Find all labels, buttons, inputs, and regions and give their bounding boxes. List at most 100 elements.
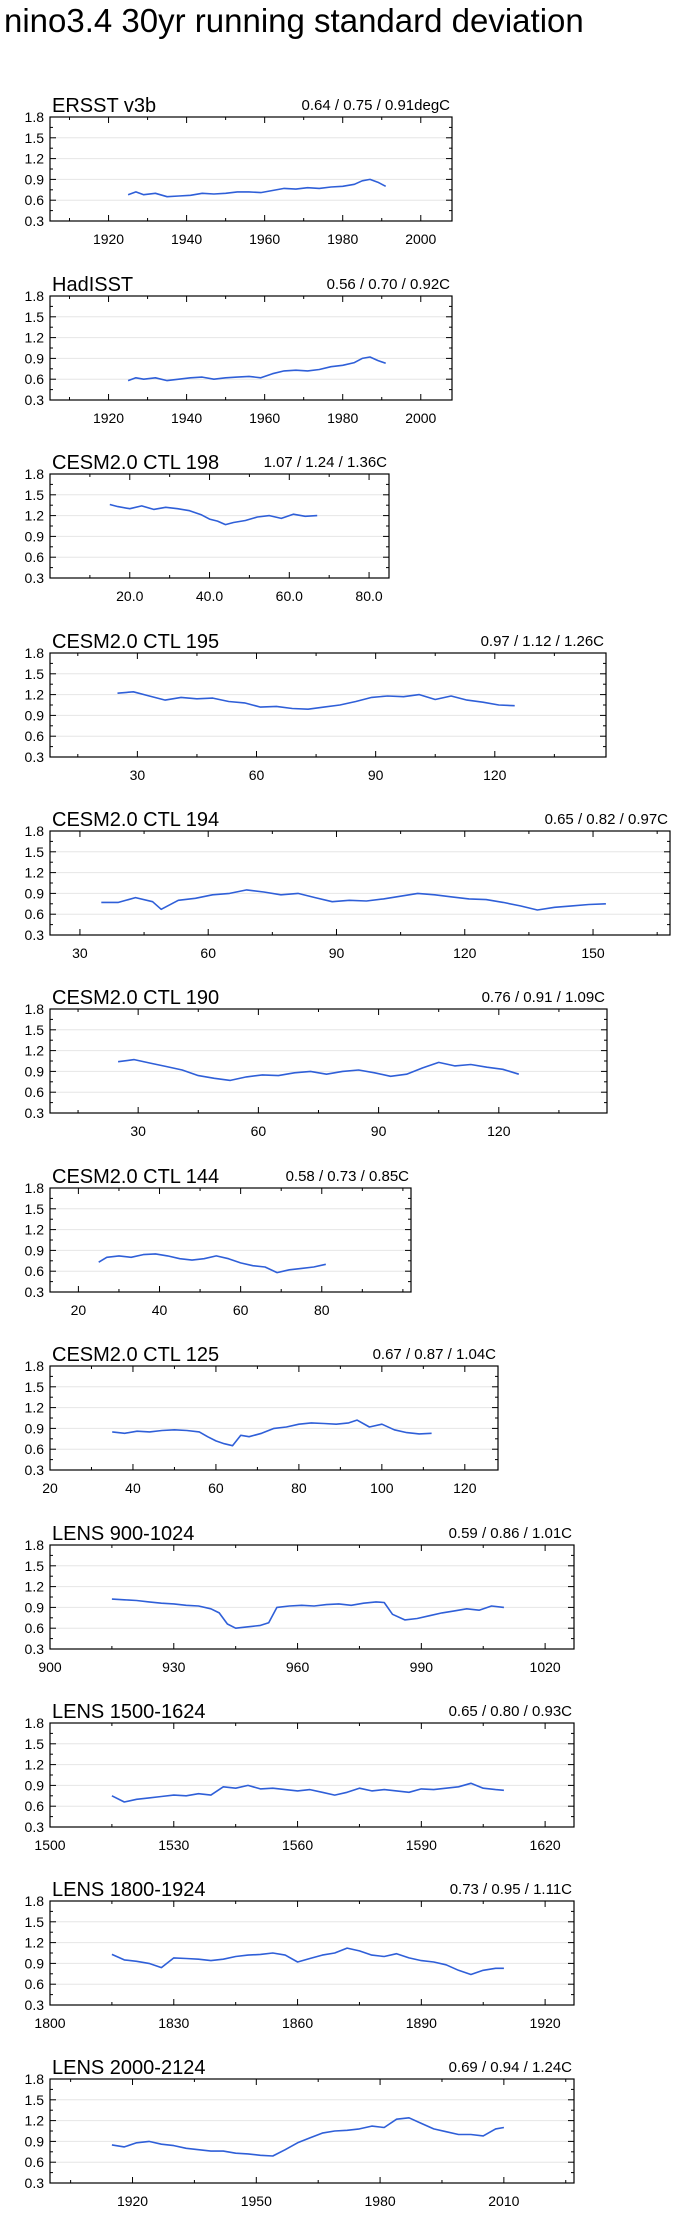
y-tick-label: 0.9	[25, 171, 45, 187]
y-tick-label: 0.3	[25, 1105, 45, 1121]
chart-stats: 1.07 / 1.24 / 1.36C	[264, 454, 388, 471]
x-tick-label: 90	[368, 767, 384, 783]
plot-frame	[49, 473, 390, 579]
plot-frame	[49, 652, 607, 758]
x-tick-label: 1940	[171, 410, 202, 426]
chart-panel: CESM2.0 CTL 125 0.67 / 0.87 / 1.04C 0.3 0.6…	[25, 1344, 499, 1496]
chart-panel: LENS 900-1024 0.59 / 0.86 / 1.01C 0.3 0.6 0.…	[25, 1523, 575, 1675]
chart-panel: CESM2.0 CTL 190 0.76 / 0.91 / 1.09C 0.3 0.6…	[25, 987, 608, 1139]
y-tick-label: 0.9	[25, 1242, 45, 1258]
y-tick-label: 1.5	[25, 1914, 45, 1930]
y-tick-label: 0.3	[25, 1462, 45, 1478]
x-tick-label: 1920	[117, 2193, 148, 2209]
y-tick-label: 1.2	[25, 687, 45, 703]
series-line	[111, 1598, 504, 1629]
series-line	[127, 356, 386, 382]
y-tick-label: 1.8	[25, 1001, 45, 1017]
y-tick-label: 0.6	[25, 1976, 45, 1992]
y-tick-label: 0.9	[25, 1777, 45, 1793]
x-tick-label: 1830	[158, 2015, 189, 2031]
y-tick-label: 0.3	[25, 213, 45, 229]
y-tick-label: 1.8	[25, 109, 45, 125]
plot-frame	[49, 1900, 575, 2006]
chart-title: CESM2.0 CTL 195	[52, 631, 219, 653]
x-tick-label: 120	[453, 1480, 477, 1496]
y-tick-label: 1.2	[25, 1935, 45, 1951]
chart-title: LENS 1800-1924	[52, 1879, 205, 1901]
plot-frame	[49, 1722, 575, 1828]
x-tick-label: 1620	[530, 1837, 561, 1853]
page-title: nino3.4 30yr running standard deviation	[4, 2, 584, 39]
chart-stats: 0.56 / 0.70 / 0.92C	[327, 276, 451, 293]
y-tick-label: 1.2	[25, 151, 45, 167]
series-line	[117, 690, 515, 711]
y-tick-label: 1.5	[25, 1022, 45, 1038]
series-line	[112, 1419, 432, 1447]
y-tick-label: 1.2	[25, 330, 45, 346]
x-tick-label: 90	[371, 1123, 387, 1139]
plot-frame	[49, 1365, 499, 1471]
x-tick-label: 120	[453, 945, 477, 961]
y-tick-label: 0.9	[25, 1955, 45, 1971]
y-tick-label: 0.9	[25, 2133, 45, 2149]
y-tick-label: 0.3	[25, 570, 45, 586]
x-tick-label: 20	[42, 1480, 58, 1496]
series-line	[111, 2117, 505, 2157]
y-tick-label: 0.3	[25, 1641, 45, 1657]
chart-stats: 0.97 / 1.12 / 1.26C	[481, 633, 605, 650]
chart-panel: LENS 1500-1624 0.65 / 0.80 / 0.93C 0.3 0.6 0…	[25, 1701, 575, 1853]
y-tick-label: 0.3	[25, 927, 45, 943]
y-tick-label: 0.3	[25, 749, 45, 765]
chart-panel: HadISST 0.56 / 0.70 / 0.92C 0.3 0.6 0.9 1.2 1.…	[25, 274, 453, 426]
x-tick-label: 40.0	[196, 588, 223, 604]
series-line	[117, 1058, 520, 1082]
x-tick-label: 120	[487, 1123, 511, 1139]
chart-title: CESM2.0 CTL 194	[52, 809, 219, 831]
y-tick-label: 0.9	[25, 528, 45, 544]
y-tick-label: 1.5	[25, 1379, 45, 1395]
x-tick-label: 1920	[93, 410, 124, 426]
chart-title: ERSST v3b	[52, 95, 156, 117]
y-tick-label: 0.6	[25, 192, 45, 208]
x-tick-label: 1530	[158, 1837, 189, 1853]
x-tick-label: 1950	[241, 2193, 272, 2209]
x-tick-label: 90	[329, 945, 345, 961]
chart-stats: 0.76 / 0.91 / 1.09C	[482, 989, 606, 1006]
chart-title: CESM2.0 CTL 190	[52, 987, 219, 1009]
chart-title: LENS 2000-2124	[52, 2057, 205, 2079]
x-tick-label: 80	[314, 1302, 330, 1318]
y-tick-label: 0.9	[25, 707, 45, 723]
chart-title: LENS 900-1024	[52, 1523, 194, 1545]
x-tick-label: 1860	[282, 2015, 313, 2031]
x-tick-label: 60	[233, 1302, 249, 1318]
y-tick-label: 1.8	[25, 1893, 45, 1909]
chart-title: LENS 1500-1624	[52, 1701, 205, 1723]
plot-frame	[49, 1008, 608, 1114]
y-tick-label: 0.9	[25, 1420, 45, 1436]
series-line	[127, 178, 387, 198]
y-tick-label: 1.2	[25, 1579, 45, 1595]
x-tick-label: 1890	[406, 2015, 437, 2031]
y-tick-label: 0.6	[25, 1263, 45, 1279]
x-tick-label: 30	[72, 945, 88, 961]
y-tick-label: 0.3	[25, 1284, 45, 1300]
y-tick-label: 1.2	[25, 2113, 45, 2129]
y-tick-label: 1.2	[25, 1043, 45, 1059]
y-tick-label: 0.9	[25, 1063, 45, 1079]
plot-frame	[49, 295, 453, 401]
x-tick-label: 60	[251, 1123, 267, 1139]
y-tick-label: 0.6	[25, 1084, 45, 1100]
x-tick-label: 100	[370, 1480, 394, 1496]
x-tick-label: 1960	[249, 410, 280, 426]
chart-stats: 0.58 / 0.73 / 0.85C	[286, 1168, 410, 1185]
y-tick-label: 0.6	[25, 1441, 45, 1457]
x-tick-label: 60.0	[276, 588, 303, 604]
x-tick-label: 40	[125, 1480, 141, 1496]
x-tick-label: 60	[208, 1480, 224, 1496]
x-tick-label: 60	[249, 767, 265, 783]
x-tick-label: 40	[152, 1302, 168, 1318]
x-tick-label: 80.0	[355, 588, 382, 604]
chart-panel: LENS 2000-2124 0.69 / 0.94 / 1.24C 0.3 0.6 0…	[25, 2057, 575, 2209]
x-tick-label: 1560	[282, 1837, 313, 1853]
